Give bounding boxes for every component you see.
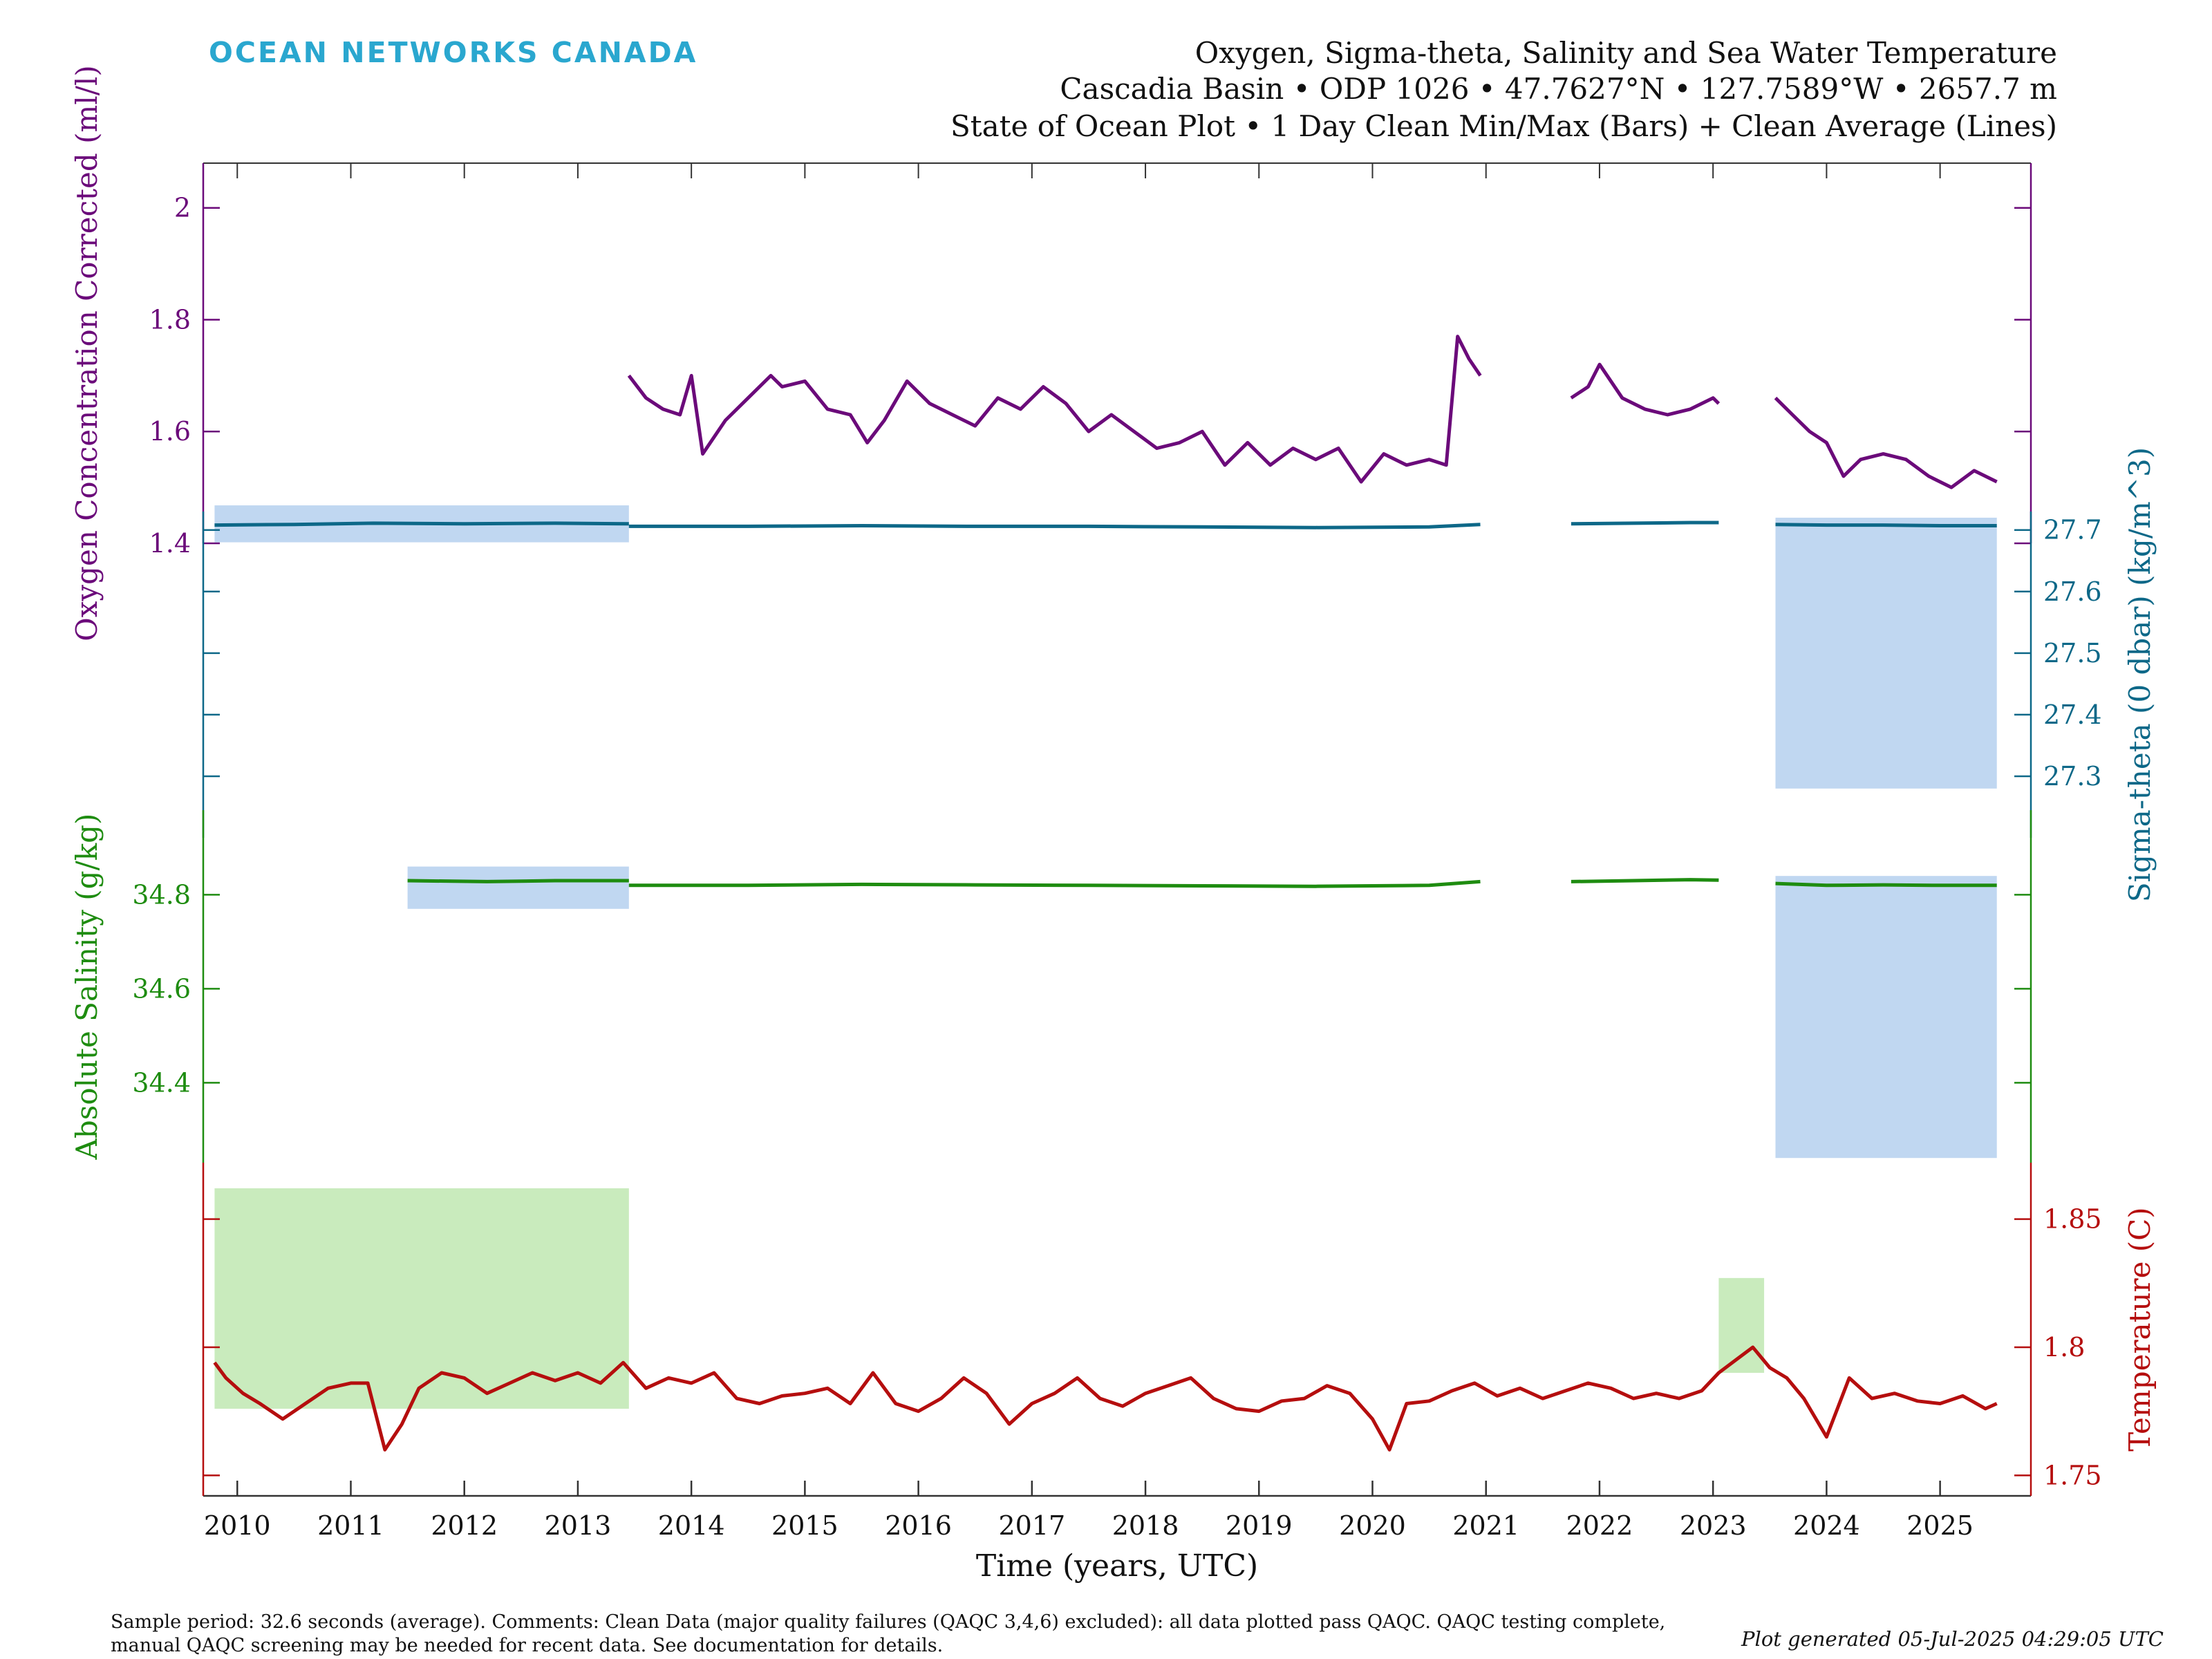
chart-subtitle-plot-type: State of Ocean Plot • 1 Day Clean Min/Ma… <box>950 109 2057 143</box>
average-lines <box>213 335 1998 1452</box>
x-tick-label: 2023 <box>1680 1510 1747 1541</box>
series-line <box>1571 878 1719 883</box>
x-tick-label: 2010 <box>204 1510 271 1541</box>
y-tick-label: 2 <box>174 193 191 223</box>
y-axis-title: Temperature (C) <box>2123 1207 2157 1451</box>
y-tick-label: 1.4 <box>149 528 191 559</box>
axis-labels: 1.4 1.6 1.8 2 Oxygen Concentration Corrected… <box>70 65 2157 1584</box>
x-tick-label: 2025 <box>1906 1510 1974 1541</box>
y-tick-label: 27.4 <box>2043 700 2102 730</box>
series-line <box>628 879 1481 888</box>
minmax-bar <box>407 866 629 909</box>
y-tick-label: 34.6 <box>132 973 191 1004</box>
axes <box>202 162 2032 1497</box>
series-line <box>1571 521 1719 526</box>
series-line <box>1570 362 1721 417</box>
x-tick-label: 2016 <box>885 1510 952 1541</box>
y-tick-label: 27.3 <box>2043 761 2102 791</box>
y-tick-label: 1.75 <box>2043 1460 2102 1490</box>
x-tick-label: 2022 <box>1566 1510 1633 1541</box>
x-tick-label: 2013 <box>545 1510 612 1541</box>
x-tick-label: 2020 <box>1339 1510 1406 1541</box>
y-tick-label: 1.8 <box>149 304 191 335</box>
y-axis-title: Sigma-theta (0 dbar) (kg/m^3) <box>2123 447 2157 902</box>
series-line <box>1775 523 1997 527</box>
x-tick-label: 2017 <box>998 1510 1065 1541</box>
x-tick-label: 2021 <box>1452 1510 1519 1541</box>
minmax-bar <box>214 1188 629 1409</box>
y-tick-label: 34.8 <box>132 879 191 910</box>
plot-generated-stamp: Plot generated 05-Jul-2025 04:29:05 UTC <box>1741 1627 2164 1651</box>
series-line <box>628 523 1481 529</box>
y-tick-label: 27.5 <box>2043 638 2102 668</box>
y-axis-title: Absolute Salinity (g/kg) <box>70 814 104 1161</box>
series-line <box>1774 396 1998 489</box>
onc-logo: OCEAN NETWORKS CANADA <box>209 36 698 69</box>
x-axis-title: Time (years, UTC) <box>976 1548 1258 1584</box>
y-tick-label: 27.7 <box>2043 515 2102 545</box>
y-tick-label: 1.85 <box>2043 1204 2102 1235</box>
y-axis-title: Oxygen Concentration Corrected (ml/l) <box>70 65 104 641</box>
y-tick-label: 1.8 <box>2043 1332 2085 1362</box>
y-tick-label: 1.6 <box>149 416 191 447</box>
x-tick-label: 2011 <box>317 1510 384 1541</box>
series-line <box>1775 881 1997 888</box>
minmax-bar <box>1775 517 1997 789</box>
footer-line-1: Sample period: 32.6 seconds (average). C… <box>111 1611 1666 1633</box>
x-tick-label: 2024 <box>1793 1510 1860 1541</box>
x-tick-label: 2014 <box>658 1510 725 1541</box>
x-tick-label: 2012 <box>431 1510 498 1541</box>
minmax-bars <box>214 505 1997 1409</box>
minmax-bar <box>1775 876 1997 1159</box>
y-tick-label: 34.4 <box>132 1067 191 1098</box>
chart-title: Oxygen, Sigma-theta, Salinity and Sea Wa… <box>1194 36 2057 70</box>
x-tick-label: 2018 <box>1112 1510 1179 1541</box>
series-line <box>214 521 629 527</box>
x-tick-label: 2019 <box>1226 1510 1293 1541</box>
series-line <box>627 335 1482 484</box>
footer-line-2: manual QAQC screening may be needed for … <box>111 1635 944 1656</box>
minmax-bar <box>1718 1277 1765 1374</box>
footer-notes: Sample period: 32.6 seconds (average). C… <box>111 1611 1770 1658</box>
x-tick-label: 2015 <box>771 1510 838 1541</box>
y-tick-label: 27.6 <box>2043 577 2102 607</box>
series-line <box>213 1345 1998 1452</box>
chart-subtitle-location: Cascadia Basin • ODP 1026 • 47.7627°N • … <box>1060 72 2057 106</box>
